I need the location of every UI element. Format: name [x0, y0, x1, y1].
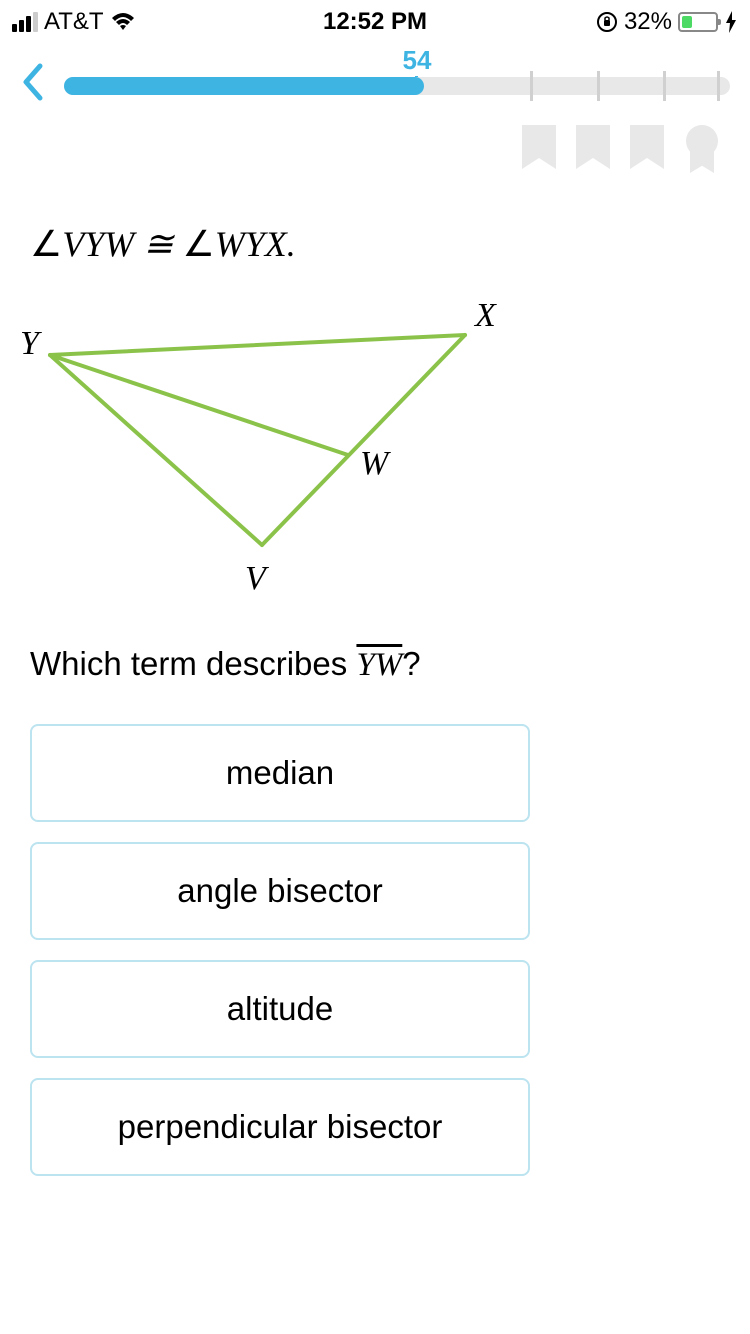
vertex-label-w: W	[360, 445, 388, 483]
answer-option[interactable]: perpendicular bisector	[30, 1078, 530, 1176]
wifi-icon	[110, 12, 136, 32]
diagram-svg	[30, 305, 510, 605]
progress-container: 54	[64, 77, 730, 95]
carrier-label: AT&T	[44, 8, 104, 36]
vertex-label-v: V	[245, 560, 266, 598]
triangle-diagram: Y X V W	[30, 305, 510, 605]
question-content: ∠VYW ≅ ∠WYX. Y X V W Which term describe…	[0, 173, 750, 1176]
clock-time: 12:52 PM	[323, 8, 427, 36]
progress-tick	[663, 71, 666, 101]
vertex-label-y: Y	[20, 325, 39, 363]
award-icon[interactable]	[684, 125, 720, 173]
answer-list: median angle bisector altitude perpendic…	[30, 724, 530, 1176]
answer-option[interactable]: altitude	[30, 960, 530, 1058]
bookmark-icon[interactable]	[522, 125, 556, 169]
bookmarks-row	[0, 110, 750, 173]
progress-tick	[597, 71, 600, 101]
progress-tick	[717, 71, 720, 101]
rotation-lock-icon	[596, 11, 618, 33]
bookmark-icon[interactable]	[630, 125, 664, 169]
signal-icon	[12, 12, 38, 32]
progress-count: 54	[403, 45, 432, 76]
congruence-statement: ∠VYW ≅ ∠WYX.	[30, 223, 720, 265]
back-button[interactable]	[20, 62, 44, 110]
answer-option[interactable]: angle bisector	[30, 842, 530, 940]
bookmark-icon[interactable]	[576, 125, 610, 169]
vertex-label-x: X	[475, 297, 496, 335]
answer-option[interactable]: median	[30, 724, 530, 822]
progress-fill	[64, 77, 424, 95]
status-bar: AT&T 12:52 PM 32%	[0, 0, 750, 44]
status-left: AT&T	[12, 8, 136, 36]
progress-section: 54	[0, 44, 750, 110]
status-right: 32%	[596, 8, 738, 36]
charging-icon	[724, 11, 738, 33]
battery-pct: 32%	[624, 8, 672, 36]
progress-track[interactable]	[64, 77, 730, 95]
question-text: Which term describes YW?	[30, 645, 720, 684]
progress-tick	[530, 71, 533, 101]
battery-icon	[678, 12, 718, 32]
